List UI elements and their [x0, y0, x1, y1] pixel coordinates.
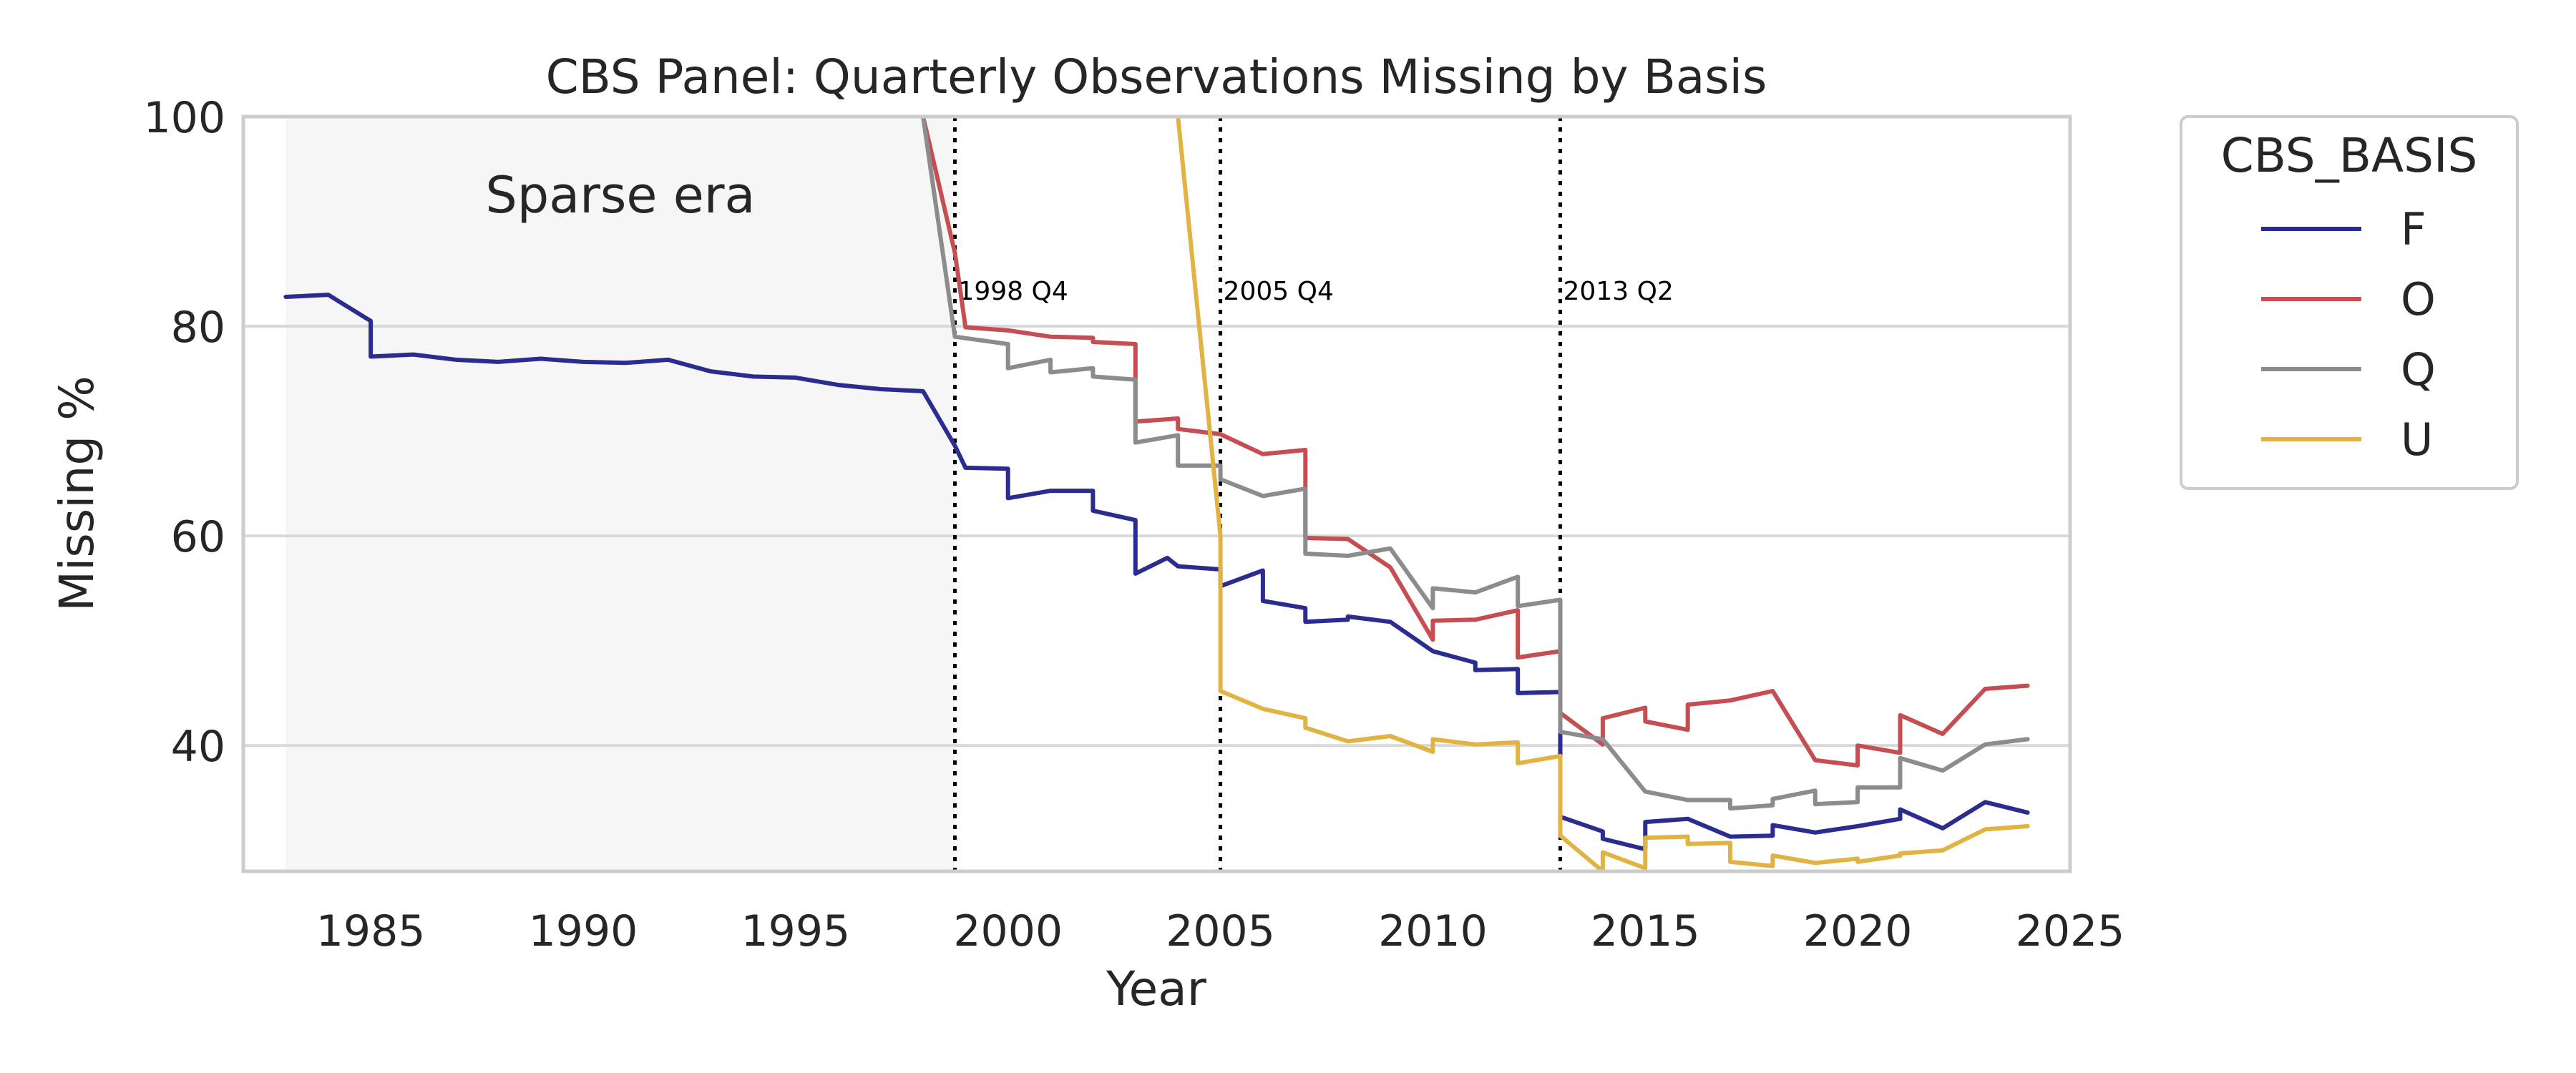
legend-title: CBS_BASIS	[2221, 128, 2478, 183]
chart-title: CBS Panel: Quarterly Observations Missin…	[546, 49, 1767, 104]
y-tick-label: 100	[143, 93, 225, 143]
x-tick-label: 1995	[741, 906, 850, 956]
series-line-q	[921, 117, 2030, 811]
event-label: 2013 Q2	[1563, 277, 1674, 306]
series-line-o	[921, 117, 2030, 768]
plot-frame	[241, 114, 2072, 873]
legend-label: O	[2401, 273, 2436, 325]
series-line-u	[1176, 117, 2030, 871]
series-lines	[283, 117, 2030, 871]
legend-label: Q	[2401, 343, 2436, 396]
sparse-era-region	[286, 117, 955, 871]
y-axis-label: Missing %	[49, 376, 104, 612]
x-tick-label: 2020	[1803, 906, 1913, 956]
x-axis-label: Year	[1106, 961, 1207, 1016]
x-tick-label: 1985	[316, 906, 426, 956]
y-tick-label: 60	[171, 512, 225, 562]
legend-frame	[2180, 115, 2519, 490]
x-tick-label: 2010	[1378, 906, 1488, 956]
y-axis-ticks: 40 60 80 100	[143, 93, 225, 772]
event-label: 2005 Q4	[1224, 277, 1334, 306]
y-tick-label: 40	[171, 722, 225, 772]
legend-label: F	[2401, 203, 2426, 255]
y-tick-label: 80	[171, 303, 225, 353]
x-tick-label: 2005	[1166, 906, 1275, 956]
legend-label: U	[2401, 413, 2433, 466]
sparse-era-label: Sparse era	[485, 166, 755, 225]
x-tick-label: 2000	[953, 906, 1063, 956]
x-tick-label: 2025	[2016, 906, 2125, 956]
event-label: 1998 Q4	[957, 277, 1068, 306]
event-lines: 1998 Q4 2005 Q4 2013 Q2	[952, 117, 1674, 871]
x-tick-label: 2015	[1591, 906, 1700, 956]
x-tick-label: 1990	[529, 906, 638, 956]
x-axis-ticks: 1985 1990 1995 2000 2005 2010 2015 2020 2025	[316, 906, 2125, 956]
